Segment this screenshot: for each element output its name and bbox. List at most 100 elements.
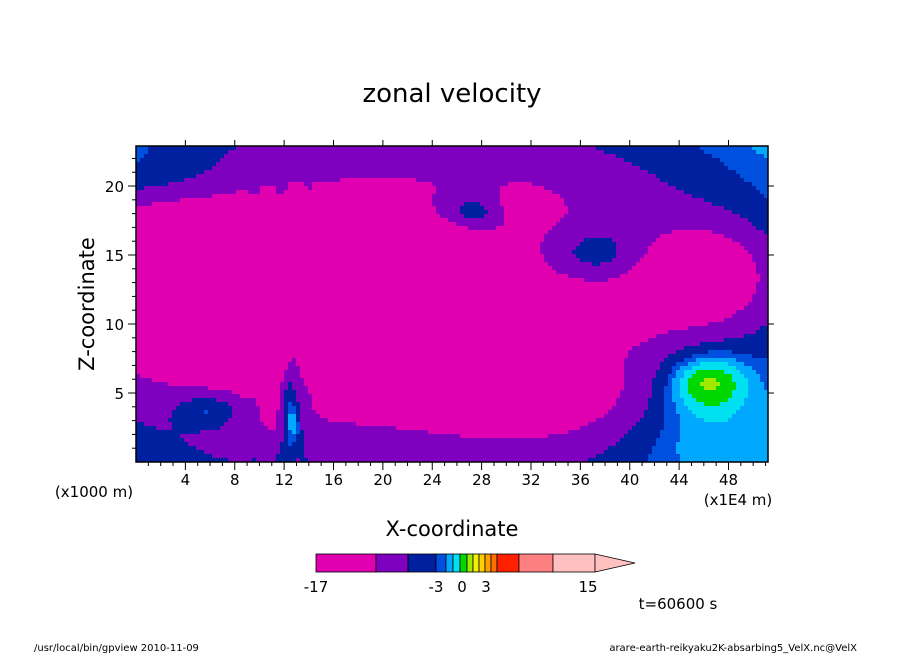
- field-cell: [384, 238, 389, 243]
- field-cell: [676, 170, 681, 175]
- field-cell: [248, 178, 253, 183]
- field-cell: [272, 242, 277, 247]
- field-cell: [140, 166, 145, 171]
- field-cell: [548, 170, 553, 175]
- field-cell: [628, 178, 633, 183]
- field-cell: [160, 218, 165, 223]
- field-cell: [724, 226, 729, 231]
- field-cell: [380, 158, 385, 163]
- field-cell: [220, 226, 225, 231]
- field-cell: [280, 266, 285, 271]
- field-cell: [512, 178, 517, 183]
- field-cell: [476, 186, 481, 191]
- field-cell: [504, 174, 509, 179]
- field-cell: [204, 254, 209, 259]
- field-cell: [460, 218, 465, 223]
- field-cell: [264, 194, 269, 199]
- field-cell: [744, 226, 749, 231]
- field-cell: [232, 234, 237, 239]
- field-cell: [324, 178, 329, 183]
- field-cell: [412, 262, 417, 267]
- field-cell: [556, 226, 561, 231]
- field-cell: [604, 154, 609, 159]
- field-cell: [136, 178, 141, 183]
- field-cell: [164, 250, 169, 255]
- field-cell: [540, 182, 545, 187]
- field-cell: [220, 222, 225, 227]
- field-cell: [440, 222, 445, 227]
- field-cell: [600, 254, 605, 259]
- field-cell: [748, 238, 753, 243]
- field-cell: [304, 230, 309, 235]
- field-cell: [180, 158, 185, 163]
- field-cell: [496, 250, 501, 255]
- field-cell: [604, 226, 609, 231]
- field-cell: [512, 270, 517, 275]
- field-cell: [532, 158, 537, 163]
- field-cell: [420, 174, 425, 179]
- field-cell: [480, 266, 485, 271]
- field-cell: [252, 178, 257, 183]
- field-cell: [632, 158, 637, 163]
- field-cell: [300, 210, 305, 215]
- field-cell: [296, 234, 301, 239]
- field-cell: [252, 234, 257, 239]
- field-cell: [212, 258, 217, 263]
- field-cell: [160, 194, 165, 199]
- field-cell: [300, 202, 305, 207]
- field-cell: [268, 238, 273, 243]
- field-cell: [424, 174, 429, 179]
- field-cell: [532, 210, 537, 215]
- field-cell: [484, 210, 489, 215]
- field-cell: [604, 194, 609, 199]
- field-cell: [468, 174, 473, 179]
- field-cell: [396, 230, 401, 235]
- field-cell: [164, 226, 169, 231]
- field-cell: [308, 270, 313, 275]
- field-cell: [724, 146, 729, 151]
- field-cell: [240, 250, 245, 255]
- field-cell: [292, 202, 297, 207]
- field-cell: [376, 214, 381, 219]
- field-cell: [396, 214, 401, 219]
- field-cell: [368, 146, 373, 151]
- field-cell: [284, 238, 289, 243]
- field-cell: [604, 246, 609, 251]
- field-cell: [348, 174, 353, 179]
- field-cell: [136, 218, 141, 223]
- field-cell: [624, 266, 629, 271]
- field-cell: [376, 246, 381, 251]
- field-cell: [732, 234, 737, 239]
- field-cell: [352, 158, 357, 163]
- field-cell: [552, 250, 557, 255]
- field-cell: [416, 230, 421, 235]
- field-cell: [596, 242, 601, 247]
- field-cell: [500, 266, 505, 271]
- field-cell: [280, 170, 285, 175]
- field-cell: [404, 154, 409, 159]
- field-cell: [684, 206, 689, 211]
- field-cell: [248, 254, 253, 259]
- field-cell: [508, 170, 513, 175]
- field-cell: [344, 218, 349, 223]
- field-cell: [624, 154, 629, 159]
- field-cell: [376, 258, 381, 263]
- field-cell: [592, 154, 597, 159]
- field-cell: [344, 254, 349, 259]
- field-cell: [564, 186, 569, 191]
- field-cell: [236, 182, 241, 187]
- field-cell: [548, 186, 553, 191]
- field-cell: [692, 170, 697, 175]
- field-cell: [364, 158, 369, 163]
- field-cell: [440, 194, 445, 199]
- field-cell: [356, 242, 361, 247]
- field-cell: [592, 170, 597, 175]
- field-cell: [468, 190, 473, 195]
- field-cell: [204, 270, 209, 275]
- field-cell: [324, 162, 329, 167]
- field-cell: [160, 154, 165, 159]
- field-cell: [752, 150, 757, 155]
- field-cell: [716, 174, 721, 179]
- field-cell: [720, 158, 725, 163]
- field-cell: [428, 266, 433, 271]
